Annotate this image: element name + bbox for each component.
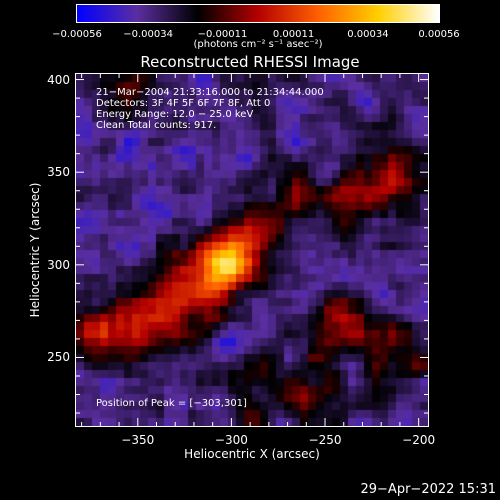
colorbar-unit-label: (photons cm⁻² s⁻¹ asec⁻²): [193, 39, 323, 50]
heatmap-image: [76, 74, 428, 426]
timestamp: 29−Apr−2022 15:31: [360, 482, 497, 497]
y-tick-label: 250: [47, 350, 70, 365]
y-axis-label: Heliocentric Y (arcsec): [28, 182, 42, 318]
annotation-time-range: 21−Mar−2004 21:33:16.000 to 21:34:44.000: [96, 87, 324, 98]
colorbar: [76, 4, 440, 23]
colorbar-tick-label: −0.00011: [197, 29, 248, 40]
y-tick-label: 400: [47, 72, 70, 87]
annotation-clean-counts: Clean Total counts: 917.: [96, 120, 217, 131]
colorbar-tick-label: −0.00034: [123, 29, 173, 40]
x-axis-label: Heliocentric X (arcsec): [184, 447, 320, 461]
plot-area: 21−Mar−2004 21:33:16.000 to 21:34:44.000…: [75, 73, 429, 427]
y-tick-label: 300: [47, 257, 70, 272]
x-tick-label: −350: [121, 433, 155, 447]
x-tick-label: −200: [402, 433, 436, 447]
colorbar-tick-label: 0.00011: [272, 29, 315, 40]
annotation-block: 21−Mar−2004 21:33:16.000 to 21:34:44.000…: [96, 87, 324, 131]
colorbar-tick-label: 0.00034: [347, 29, 389, 40]
colorbar-tick-label: 0.00056: [418, 29, 460, 40]
y-tick-label: 350: [47, 165, 70, 180]
chart-title: Reconstructed RHESSI Image: [140, 53, 360, 71]
colorbar-tick-label: −0.00056: [52, 29, 102, 40]
x-tick-label: −300: [214, 433, 248, 447]
annotation-energy-range: Energy Range: 12.0 − 25.0 keV: [96, 109, 254, 120]
x-tick-label: −250: [308, 433, 342, 447]
annotation-detectors: Detectors: 3F 4F 5F 6F 7F 8F, Att 0: [96, 98, 271, 109]
peak-position-label: Position of Peak = [−303,301]: [96, 398, 247, 409]
